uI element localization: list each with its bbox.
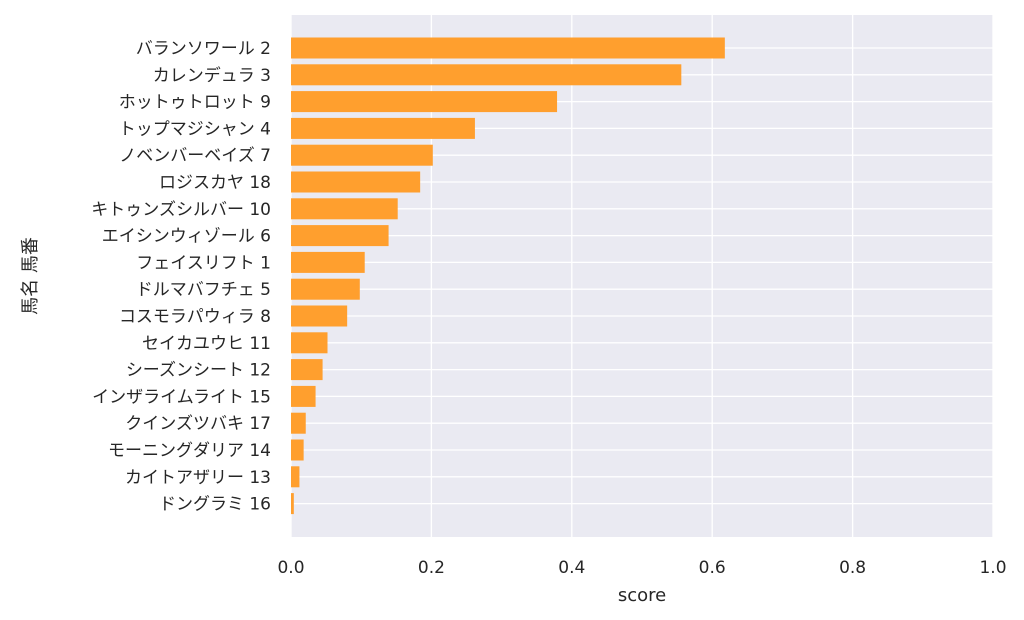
y-tick-label: コスモラパウィラ 8 xyxy=(119,307,271,327)
y-tick-label: トップマジシャン 4 xyxy=(119,119,271,139)
bar xyxy=(291,305,348,327)
x-tick-label: 0.8 xyxy=(839,558,866,578)
bar xyxy=(291,37,725,59)
x-tick-labels: 0.0 0.2 0.4 0.6 0.8 1.0 xyxy=(277,558,1006,578)
y-tick-label: フェイスリフト 1 xyxy=(136,253,271,273)
bar xyxy=(291,412,306,434)
y-tick-label: キトゥンズシルバー 10 xyxy=(91,200,271,220)
bar xyxy=(291,117,475,139)
bar xyxy=(291,144,433,166)
bar xyxy=(291,251,365,273)
y-tick-label: インザライムライト 15 xyxy=(92,387,271,407)
bar xyxy=(291,91,558,113)
y-tick-label: ホットゥトロット 9 xyxy=(119,93,271,113)
bar xyxy=(291,225,389,247)
bar xyxy=(291,332,328,354)
y-tick-label: ドングラミ 16 xyxy=(159,495,271,515)
y-tick-label: ロジスカヤ 18 xyxy=(159,173,271,193)
x-tick-label: 0.4 xyxy=(558,558,585,578)
y-tick-label: カイトアザリー 13 xyxy=(125,468,271,488)
bar xyxy=(291,439,304,461)
x-axis-label: score xyxy=(618,585,666,606)
y-axis-label: 馬名 馬番 xyxy=(20,237,41,315)
x-tick-label: 1.0 xyxy=(979,558,1006,578)
bar xyxy=(291,493,294,515)
y-tick-label: シーズンシート 12 xyxy=(126,361,271,381)
y-tick-label: バランソワール 2 xyxy=(136,39,271,59)
x-tick-label: 0.6 xyxy=(699,558,726,578)
bars xyxy=(291,37,725,515)
y-tick-label: モーニングダリア 14 xyxy=(108,441,271,461)
y-tick-label: ドルマバフチェ 5 xyxy=(136,280,271,300)
y-tick-label: クインズツバキ 17 xyxy=(125,414,271,434)
y-tick-labels: バランソワール 2 カレンデュラ 3 ホットゥトロット 9 トップマジシャン 4 ノベン… xyxy=(91,39,271,515)
y-tick-label: ノベンバーベイズ 7 xyxy=(119,146,271,166)
x-tick-label: 0.0 xyxy=(277,558,304,578)
bar xyxy=(291,198,398,220)
bar xyxy=(291,466,300,488)
y-tick-label: カレンデュラ 3 xyxy=(153,65,271,86)
bar xyxy=(291,385,316,407)
bar xyxy=(291,171,421,193)
bar xyxy=(291,278,360,300)
x-tick-label: 0.2 xyxy=(418,558,445,578)
bar xyxy=(291,359,323,381)
bar xyxy=(291,64,682,86)
y-tick-label: エイシンウィゾール 6 xyxy=(102,227,271,247)
y-tick-label: セイカユウヒ 11 xyxy=(142,334,271,354)
